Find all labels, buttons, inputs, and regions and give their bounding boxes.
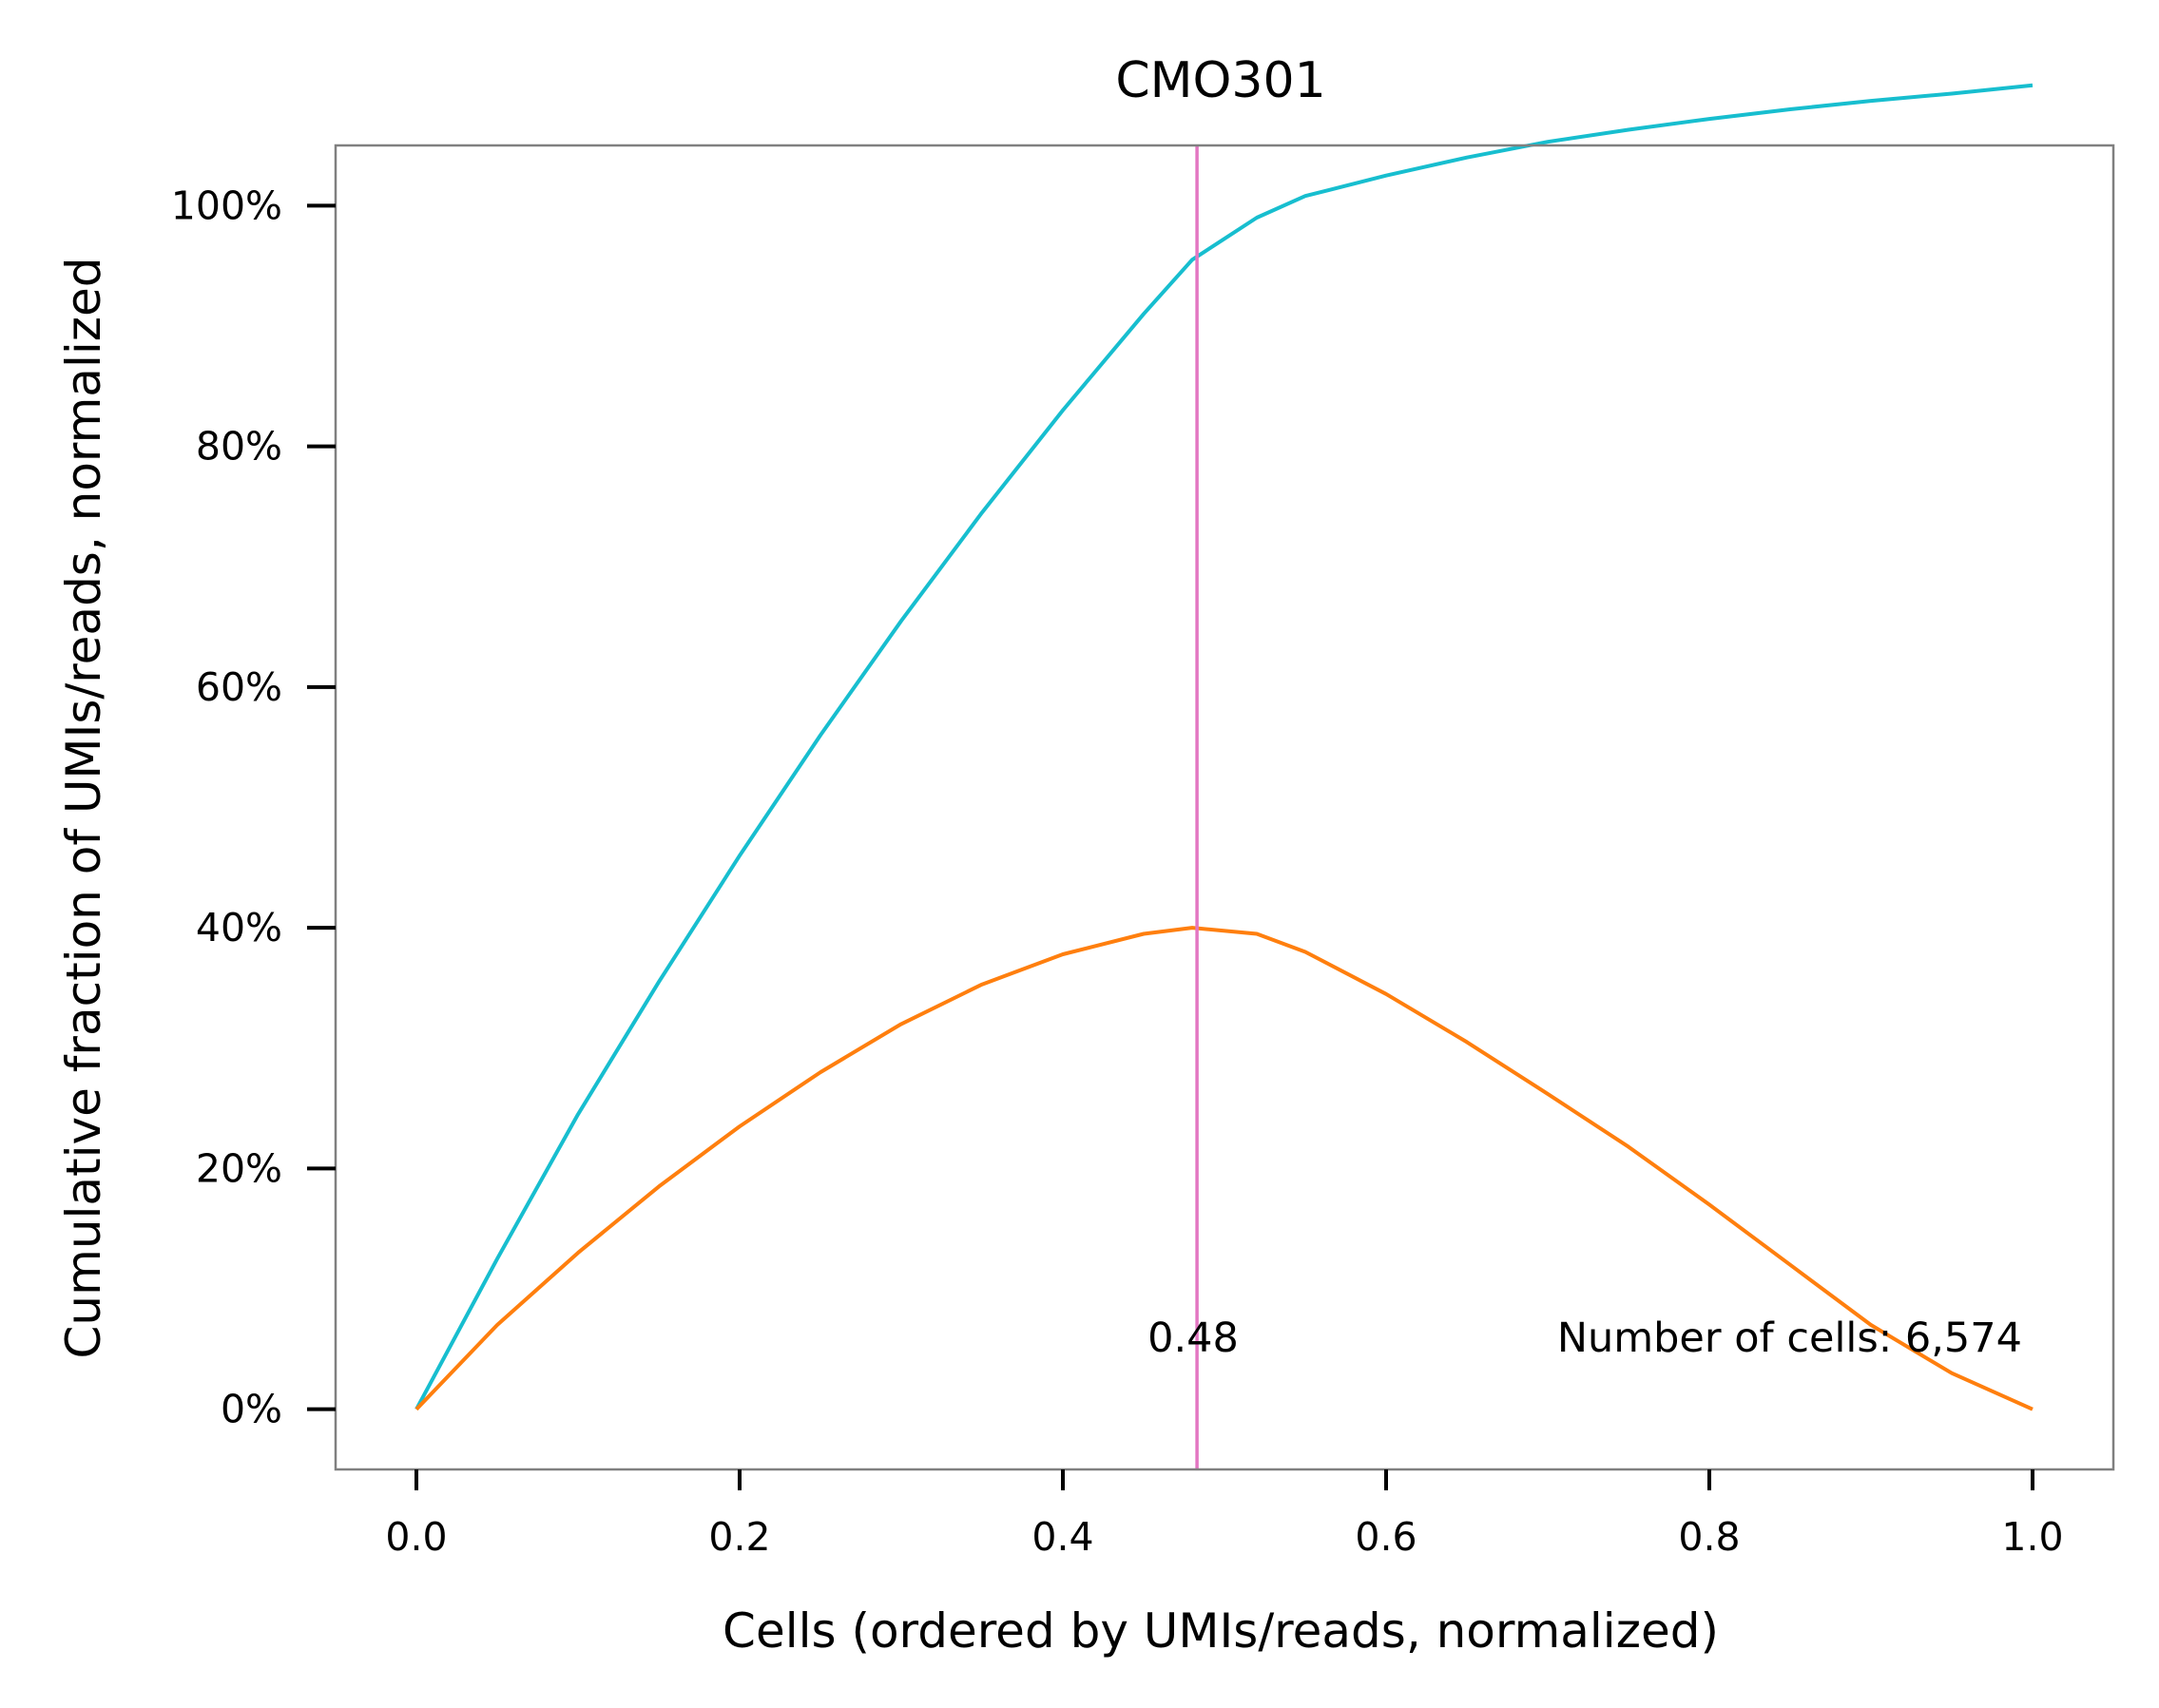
plot-frame	[334, 144, 2115, 1471]
y-tick-label: 20%	[196, 1145, 282, 1191]
x-tick-label: 1.0	[2001, 1514, 2063, 1560]
plot-area	[334, 83, 2115, 1471]
y-tick-label: 60%	[196, 664, 282, 710]
cell-count-annotation: Number of cells: 6,574	[1557, 1315, 2022, 1362]
x-tick-label: 0.2	[708, 1514, 770, 1560]
x-axis: 0.0 0.2 0.4 0.6 0.8 1.0	[385, 1469, 2064, 1560]
x-tick-label: 0.8	[1678, 1514, 1740, 1560]
threshold-label: 0.48	[1147, 1315, 1239, 1362]
y-tick-label: 0%	[221, 1387, 282, 1432]
x-axis-label: Cells (ordered by UMIs/reads, normalized…	[723, 1603, 1719, 1659]
chart-title: CMO301	[1115, 52, 1325, 109]
series-line-2	[414, 926, 2034, 1411]
series-line-1	[414, 83, 2034, 1411]
y-axis: 0% 20% 40% 60% 80% 100%	[171, 182, 336, 1432]
y-tick-label: 100%	[171, 182, 282, 228]
y-axis-label: Cumulative fraction of UMIs/reads, norma…	[56, 258, 111, 1359]
x-tick-label: 0.4	[1031, 1514, 1093, 1560]
series-layer	[414, 83, 2034, 1411]
x-tick-label: 0.0	[385, 1514, 447, 1560]
y-tick-label: 40%	[196, 905, 282, 950]
x-tick-label: 0.6	[1355, 1514, 1417, 1560]
y-tick-label: 80%	[196, 424, 282, 470]
